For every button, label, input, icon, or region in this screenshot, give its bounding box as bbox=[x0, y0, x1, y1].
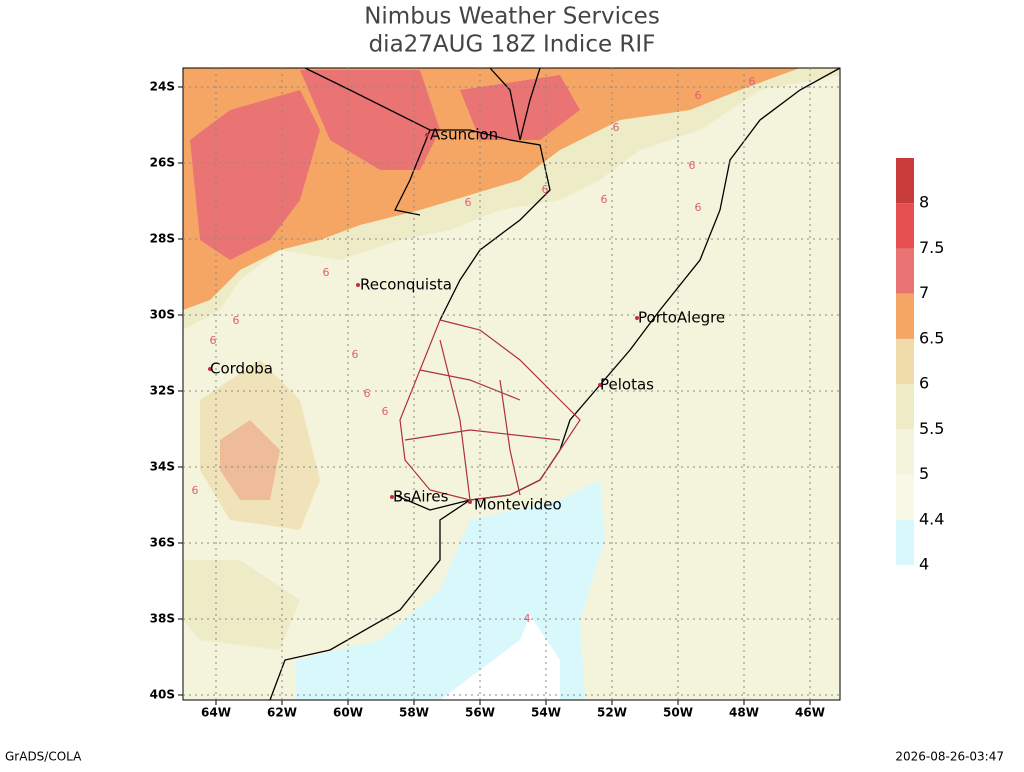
lon-tick-label: 60W bbox=[333, 706, 363, 720]
city-marker bbox=[425, 133, 429, 137]
lon-tick-label: 54W bbox=[531, 706, 561, 720]
lat-tick-label: 34S bbox=[150, 460, 175, 474]
map-shading bbox=[183, 68, 840, 700]
lat-tick-label: 30S bbox=[150, 308, 175, 322]
contour-label: 6 bbox=[601, 193, 608, 206]
subtitle: dia27AUG 18Z Indice RIF bbox=[369, 32, 656, 58]
colorbar-label: 6.5 bbox=[919, 328, 944, 347]
contour-label: 6 bbox=[233, 314, 240, 327]
title: Nimbus Weather Services bbox=[364, 4, 660, 30]
contour-label: 6 bbox=[695, 201, 702, 214]
lon-tick-label: 62W bbox=[267, 706, 297, 720]
city-label: BsAires bbox=[393, 488, 449, 506]
lon-tick-label: 64W bbox=[201, 706, 231, 720]
colorbar-label: 8 bbox=[919, 193, 929, 212]
contour-label: 6 bbox=[323, 266, 330, 279]
colorbar-box bbox=[896, 293, 914, 339]
contour-label: 6 bbox=[613, 121, 620, 134]
coastlines bbox=[269, 67, 841, 701]
city-label: Pelotas bbox=[600, 376, 654, 394]
lat-tick-label: 32S bbox=[150, 384, 175, 398]
lat-tick-label: 38S bbox=[150, 612, 175, 626]
lat-tick-label: 26S bbox=[150, 156, 175, 170]
city-marker bbox=[356, 283, 360, 287]
lon-tick-label: 56W bbox=[465, 706, 495, 720]
contour-label: 6 bbox=[382, 405, 389, 418]
contour-label: 6 bbox=[192, 484, 199, 497]
colorbar-box bbox=[896, 248, 914, 294]
contour-label: 6 bbox=[352, 348, 359, 361]
colorbar-label: 7.5 bbox=[919, 238, 944, 257]
city-label: Reconquista bbox=[360, 276, 452, 294]
lon-tick-label: 52W bbox=[597, 706, 627, 720]
city-marker bbox=[390, 495, 394, 499]
colorbar-box bbox=[896, 158, 914, 204]
lat-tick-label: 24S bbox=[150, 80, 175, 94]
city-label: Montevideo bbox=[474, 496, 562, 514]
city-label: Asuncion bbox=[430, 126, 498, 144]
contour-label: 6 bbox=[749, 75, 756, 88]
contour-label: 6 bbox=[364, 387, 371, 400]
colorbar-box bbox=[896, 338, 914, 385]
colorbar-label: 4.4 bbox=[919, 509, 944, 528]
map-frame bbox=[182, 67, 841, 701]
lat-tick-label: 28S bbox=[150, 232, 175, 246]
city-marker bbox=[208, 367, 212, 371]
lon-tick-label: 58W bbox=[399, 706, 429, 720]
colorbar-label: 5 bbox=[919, 464, 929, 483]
colorbar-label: 5.5 bbox=[919, 419, 944, 438]
contour-label: 6 bbox=[465, 196, 472, 209]
colorbar-box bbox=[896, 384, 914, 430]
colorbar-box bbox=[896, 429, 914, 475]
contour-label: 6 bbox=[689, 159, 696, 172]
lat-tick-label: 40S bbox=[150, 688, 175, 702]
colorbar-label: 4 bbox=[919, 555, 929, 574]
colorbar-label: 7 bbox=[919, 283, 929, 302]
colorbar-box bbox=[896, 474, 914, 520]
footer-right: 2026-08-26-03:47 bbox=[895, 750, 1004, 764]
lon-tick-label: 46W bbox=[795, 706, 825, 720]
colorbar-box bbox=[896, 519, 914, 565]
contour-label: 4 bbox=[524, 612, 531, 625]
city-marker bbox=[598, 383, 602, 387]
lat-tick-label: 36S bbox=[150, 536, 175, 550]
city-label: Cordoba bbox=[210, 360, 273, 378]
lon-tick-label: 50W bbox=[663, 706, 693, 720]
lon-tick-label: 48W bbox=[729, 706, 759, 720]
city-marker bbox=[635, 316, 639, 320]
colorbar-box bbox=[896, 203, 914, 249]
contour-label: 6 bbox=[542, 183, 549, 196]
uruguay-boundaries bbox=[399, 319, 581, 501]
city-label: PortoAlegre bbox=[638, 309, 725, 327]
contour-label: 6 bbox=[210, 334, 217, 347]
colorbar-label: 6 bbox=[919, 374, 929, 393]
contour-label: 6 bbox=[695, 89, 702, 102]
footer-left: GrADS/COLA bbox=[5, 750, 82, 764]
city-marker bbox=[468, 500, 472, 504]
